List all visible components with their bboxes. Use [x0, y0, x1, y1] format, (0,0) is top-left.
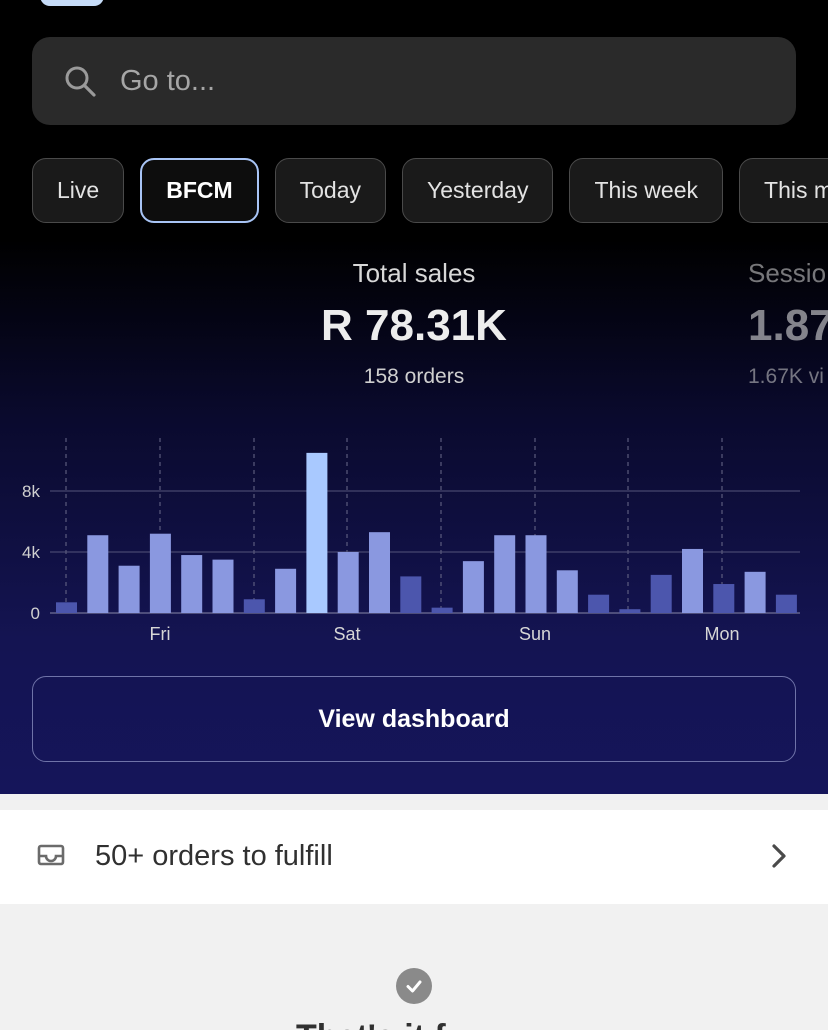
tab-bfcm[interactable]: BFCM [140, 158, 259, 223]
x-tick-label: Sat [333, 624, 360, 644]
orders-to-fulfill-label: 50+ orders to fulfill [95, 840, 333, 872]
y-tick-label: 4k [22, 543, 40, 562]
chart-bar [713, 584, 735, 613]
chart-bar [431, 607, 453, 613]
x-tick-label: Sun [519, 624, 551, 644]
chart-bar [212, 559, 234, 613]
chart-bar [306, 452, 328, 613]
chart-bar [525, 535, 547, 613]
chart-bar [275, 568, 297, 613]
top-pill[interactable] [40, 0, 104, 6]
view-dashboard-button[interactable]: View dashboard [32, 676, 796, 762]
sessions-value: 1.87 [748, 301, 828, 350]
tab-live[interactable]: Live [32, 158, 125, 223]
chart-bar [337, 552, 359, 613]
orders-to-fulfill-row[interactable]: 50+ orders to fulfill [0, 810, 828, 904]
chevron-right-icon [772, 844, 786, 868]
visitors-count: 1.67K vi [748, 365, 824, 388]
chart-bar [400, 576, 422, 613]
x-tick-label: Fri [150, 624, 171, 644]
tab-this-week[interactable]: This week [569, 158, 724, 223]
sessions-metric[interactable]: Sessio 1.87 1.67K vi [748, 258, 828, 389]
chart-bar [619, 609, 641, 613]
completion-heading: That's it f [296, 1018, 446, 1030]
orders-count: 158 orders [363, 365, 465, 388]
chart-bar [744, 571, 766, 613]
x-tick-label: Mon [704, 624, 739, 644]
chart-bar [149, 533, 171, 613]
inbox-icon [37, 844, 65, 866]
chart-bar [243, 599, 265, 613]
chart-bar [369, 532, 390, 613]
chart-bar [556, 570, 578, 613]
y-tick-label: 8k [22, 482, 40, 501]
search-bar[interactable] [32, 37, 796, 125]
chart-bar [181, 555, 203, 613]
chart-bar [650, 574, 672, 613]
search-icon [65, 66, 96, 97]
checkmark-icon [396, 968, 432, 1004]
chart-bar [87, 535, 109, 613]
tab-today[interactable]: Today [274, 158, 387, 223]
chart-bar [494, 535, 516, 613]
chart-bar [118, 565, 140, 613]
chart-bar [588, 594, 610, 613]
total-sales-value: R 78.31K [321, 301, 507, 350]
tab-this-month[interactable]: This m [739, 158, 828, 223]
y-tick-label: 0 [31, 604, 40, 623]
search-input[interactable] [120, 64, 720, 98]
total-sales-metric[interactable]: Total sales R 78.31K 158 orders [254, 258, 574, 389]
analytics-panel: Live BFCM Today Yesterday This week This… [0, 0, 828, 794]
chart-bar [775, 594, 797, 613]
chart-bar [462, 561, 484, 613]
sales-bar-chart: 8k 4k 0 Fri Sat Sun Mon [22, 438, 800, 644]
chart-bar [56, 602, 77, 613]
date-range-tabs: Live BFCM Today Yesterday This week This… [32, 158, 828, 223]
sessions-label: Sessio [748, 258, 827, 288]
chart-bar [682, 548, 703, 613]
tab-yesterday[interactable]: Yesterday [402, 158, 554, 223]
total-sales-label: Total sales [352, 258, 476, 288]
